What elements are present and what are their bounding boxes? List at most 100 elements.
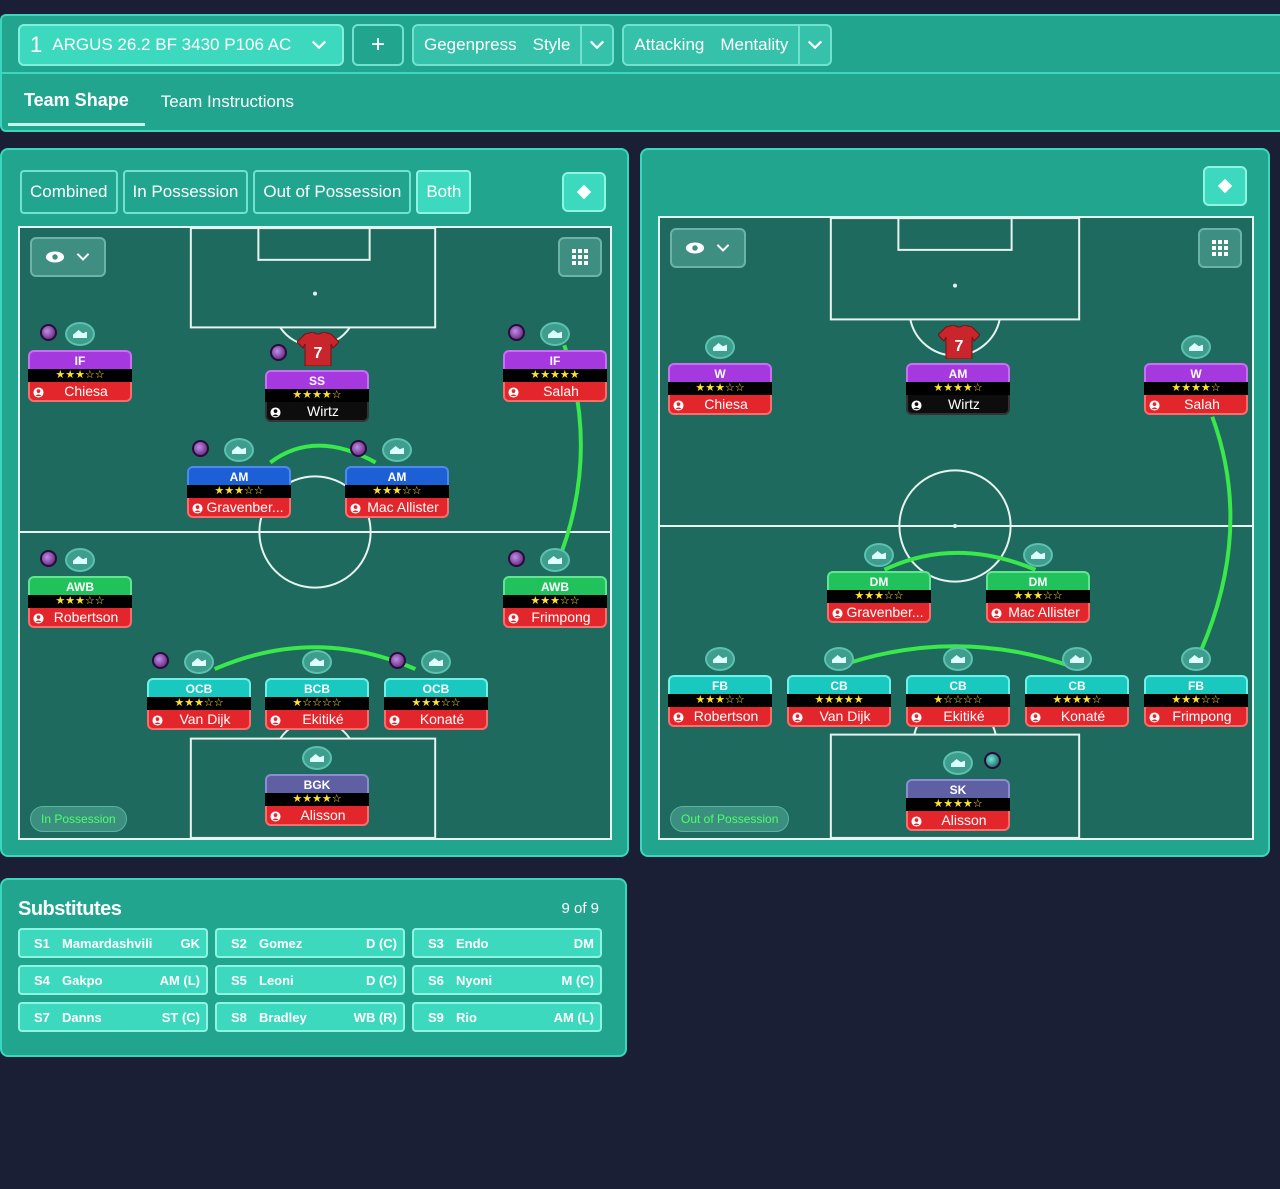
role-suitability-stars: ★★★☆☆ bbox=[827, 590, 931, 603]
person-icon bbox=[1030, 710, 1041, 723]
player-card-mac-allister[interactable]: DM ★★★☆☆ Mac Allister bbox=[986, 543, 1090, 623]
player-name: Mac Allister bbox=[1008, 604, 1080, 620]
player-name: Konaté bbox=[419, 711, 465, 727]
person-icon bbox=[350, 501, 361, 514]
player-card-van-dijk[interactable]: CB ★★★★★ Van Dijk bbox=[787, 647, 891, 727]
chevron-down-icon[interactable] bbox=[798, 26, 830, 64]
player-card-chiesa[interactable]: W ★★★☆☆ Chiesa bbox=[668, 335, 772, 415]
diamond-button[interactable] bbox=[1203, 166, 1247, 206]
player-card-salah[interactable]: W ★★★★☆ Salah bbox=[1144, 335, 1248, 415]
player-name-bar: Chiesa bbox=[668, 395, 772, 415]
player-name-bar: Wirtz bbox=[906, 395, 1010, 415]
tactic-name: ARGUS 26.2 BF 3430 P106 AC bbox=[52, 35, 292, 54]
player-card-salah[interactable]: IF ★★★★★ Salah bbox=[503, 322, 607, 402]
player-card-wirtz[interactable]: 7 AM ★★★★☆ Wirtz bbox=[906, 324, 1010, 415]
segment-combined[interactable]: Combined bbox=[20, 170, 118, 214]
player-name-bar: Konaté bbox=[1025, 707, 1129, 727]
substitute-slot: S9 bbox=[428, 1009, 444, 1025]
tactic-number: 1 bbox=[30, 32, 43, 57]
player-name-bar: Mac Allister bbox=[986, 603, 1090, 623]
style-selector[interactable]: Gegenpress Style bbox=[412, 24, 615, 66]
player-card-konat[interactable]: OCB ★★★☆☆ Konaté bbox=[384, 650, 488, 730]
substitute-name: Bradley bbox=[259, 1009, 307, 1025]
diamond-button[interactable] bbox=[562, 172, 606, 212]
substitute-slot: S8 bbox=[231, 1009, 247, 1025]
player-card-mac-allister[interactable]: AM ★★★☆☆ Mac Allister bbox=[345, 438, 449, 518]
substitute-name: Leoni bbox=[259, 972, 294, 988]
grid-toggle-button[interactable] bbox=[558, 237, 602, 277]
player-card-alisson[interactable]: SK ★★★★☆ Alisson bbox=[906, 751, 1010, 831]
substitute-bradley[interactable]: S8 Bradley WB (R) bbox=[215, 1002, 405, 1032]
player-role: DM bbox=[986, 571, 1090, 590]
substitute-danns[interactable]: S7 Danns ST (C) bbox=[18, 1002, 208, 1032]
player-name-bar: Robertson bbox=[668, 707, 772, 727]
player-card-wirtz[interactable]: 7 SS ★★★★☆ Wirtz bbox=[265, 331, 369, 422]
person-icon bbox=[673, 398, 684, 411]
role-suitability-stars: ★☆☆☆☆ bbox=[906, 694, 1010, 707]
substitute-leoni[interactable]: S5 Leoni D (C) bbox=[215, 965, 405, 995]
player-name-bar: Gravenber... bbox=[187, 498, 291, 518]
substitutes-title: Substitutes bbox=[18, 898, 122, 920]
player-name: Salah bbox=[543, 383, 579, 399]
player-card-gravenber[interactable]: DM ★★★☆☆ Gravenber... bbox=[827, 543, 931, 623]
role-suitability-stars: ★★★☆☆ bbox=[1144, 694, 1248, 707]
player-card-frimpong[interactable]: AWB ★★★☆☆ Frimpong bbox=[503, 548, 607, 628]
segment-in-possession[interactable]: In Possession bbox=[122, 170, 249, 214]
player-role: CB bbox=[906, 675, 1010, 694]
mentality-selector[interactable]: Attacking Mentality bbox=[622, 24, 833, 66]
substitute-endo[interactable]: S3 Endo DM bbox=[412, 928, 602, 958]
substitute-rio[interactable]: S9 Rio AM (L) bbox=[412, 1002, 602, 1032]
tactic-selector[interactable]: 1 ARGUS 26.2 BF 3430 P106 AC bbox=[18, 24, 344, 66]
player-avatar-icon bbox=[1181, 335, 1211, 359]
grid-icon bbox=[572, 249, 588, 265]
add-tactic-button[interactable]: + bbox=[352, 24, 404, 66]
player-card-ekitik[interactable]: BCB ★☆☆☆☆ Ekitiké bbox=[265, 650, 369, 730]
player-card-chiesa[interactable]: IF ★★★☆☆ Chiesa bbox=[28, 322, 132, 402]
substitute-nyoni[interactable]: S6 Nyoni M (C) bbox=[412, 965, 602, 995]
player-card-konat[interactable]: CB ★★★★☆ Konaté bbox=[1025, 647, 1129, 727]
phase-tag: Out of Possession bbox=[670, 806, 790, 832]
player-card-robertson[interactable]: AWB ★★★☆☆ Robertson bbox=[28, 548, 132, 628]
player-card-frimpong[interactable]: FB ★★★☆☆ Frimpong bbox=[1144, 647, 1248, 727]
person-icon bbox=[152, 713, 163, 726]
mentality-label: Mentality bbox=[720, 35, 789, 54]
person-icon bbox=[991, 606, 1002, 619]
person-icon bbox=[911, 814, 922, 827]
substitute-position: WB (R) bbox=[353, 1009, 397, 1025]
substitute-mamardashvili[interactable]: S1 Mamardashvili GK bbox=[18, 928, 208, 958]
substitute-gakpo[interactable]: S4 Gakpo AM (L) bbox=[18, 965, 208, 995]
player-trait-icon bbox=[508, 550, 525, 567]
player-card-van-dijk[interactable]: OCB ★★★☆☆ Van Dijk bbox=[147, 650, 251, 730]
player-name: Frimpong bbox=[1172, 708, 1232, 724]
player-card-ekitik[interactable]: CB ★☆☆☆☆ Ekitiké bbox=[906, 647, 1010, 727]
chevron-down-icon bbox=[76, 253, 90, 261]
player-card-alisson[interactable]: BGK ★★★★☆ Alisson bbox=[265, 746, 369, 826]
substitute-name: Danns bbox=[62, 1009, 102, 1025]
chevron-down-icon[interactable] bbox=[580, 26, 612, 64]
player-name: Van Dijk bbox=[179, 711, 231, 727]
person-icon bbox=[832, 606, 843, 619]
person-icon bbox=[33, 611, 44, 624]
segment-out-of-possession[interactable]: Out of Possession bbox=[253, 170, 412, 214]
segment-both[interactable]: Both bbox=[416, 170, 472, 214]
grid-toggle-button[interactable] bbox=[1198, 228, 1242, 268]
divider bbox=[2, 72, 1280, 74]
tab-team-shape[interactable]: Team Shape bbox=[8, 78, 145, 126]
player-trait-icon bbox=[40, 324, 57, 341]
player-name: Alisson bbox=[300, 807, 346, 823]
role-suitability-stars: ★★★★★ bbox=[503, 369, 607, 382]
player-name: Alisson bbox=[941, 812, 987, 828]
player-role: BGK bbox=[265, 774, 369, 793]
substitute-gomez[interactable]: S2 Gomez D (C) bbox=[215, 928, 405, 958]
player-role: DM bbox=[827, 571, 931, 590]
player-card-gravenber[interactable]: AM ★★★☆☆ Gravenber... bbox=[187, 438, 291, 518]
view-options-button[interactable] bbox=[30, 237, 106, 277]
tab-team-instructions[interactable]: Team Instructions bbox=[160, 92, 294, 111]
person-icon bbox=[389, 713, 400, 726]
player-card-robertson[interactable]: FB ★★★☆☆ Robertson bbox=[668, 647, 772, 727]
person-icon bbox=[792, 710, 803, 723]
person-icon bbox=[1149, 710, 1160, 723]
view-options-button[interactable] bbox=[670, 228, 746, 268]
player-name: Mac Allister bbox=[367, 499, 439, 515]
player-avatar-icon bbox=[540, 322, 570, 346]
